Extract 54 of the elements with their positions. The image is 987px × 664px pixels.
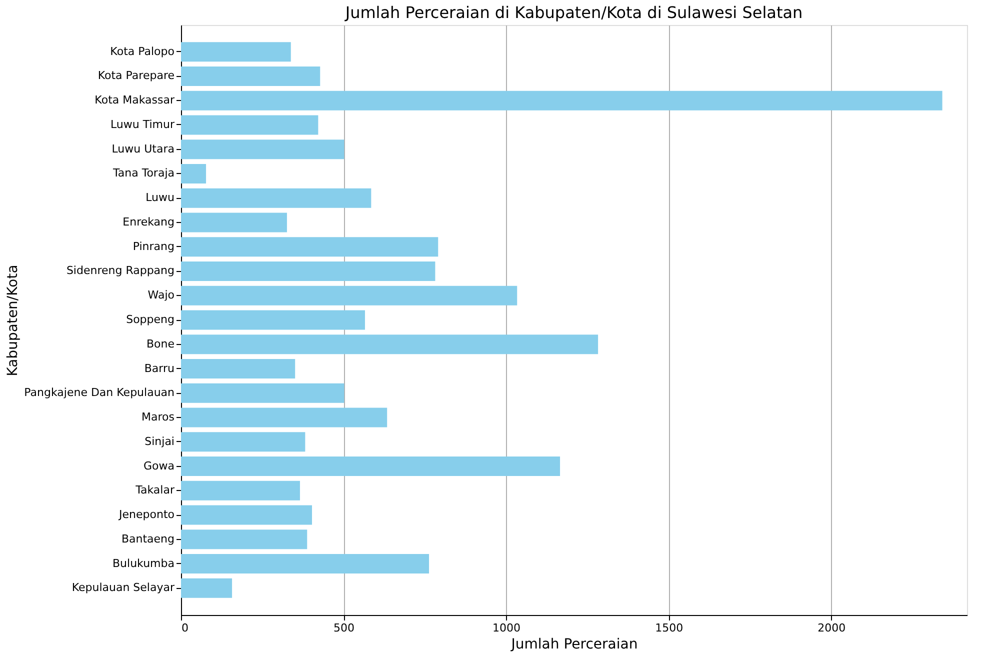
bar xyxy=(181,90,942,110)
x-tick-label: 1500 xyxy=(655,622,684,634)
x-axis-title: Jumlah Perceraian xyxy=(510,636,638,652)
bar xyxy=(181,310,365,330)
bar xyxy=(181,188,372,208)
chart-title: Jumlah Perceraian di Kabupaten/Kota di Sulawesi Selatan xyxy=(344,3,803,22)
y-tick-label: Bone xyxy=(146,337,175,350)
bar xyxy=(181,480,300,500)
bar xyxy=(181,432,306,452)
y-tick-label: Luwu xyxy=(146,191,174,204)
y-tick-label: Pangkajene Dan Kepulauan xyxy=(24,386,175,400)
x-tick-label: 1000 xyxy=(492,622,521,634)
y-tick-label: Maros xyxy=(142,410,175,424)
bar xyxy=(181,334,598,354)
y-tick-label: Luwu Timur xyxy=(110,118,175,131)
x-tick-label: 2000 xyxy=(818,622,846,634)
y-tick-label: Barru xyxy=(144,362,174,375)
bar xyxy=(181,237,438,257)
y-tick-label: Takalar xyxy=(134,484,175,497)
bar xyxy=(181,261,436,281)
bar xyxy=(181,212,287,232)
bar xyxy=(181,115,318,135)
y-tick-label: Kota Parepare xyxy=(98,69,175,82)
y-tick-label: Soppeng xyxy=(126,313,174,326)
y-tick-label: Sidenreng Rappang xyxy=(66,264,174,278)
bar xyxy=(181,66,320,86)
bar xyxy=(181,383,344,403)
bar xyxy=(181,164,206,184)
x-tick-label: 0 xyxy=(182,622,188,634)
y-tick-label: Sinjai xyxy=(144,434,174,448)
y-tick-label: Tana Toraja xyxy=(112,166,174,180)
y-tick-label: Luwu Utara xyxy=(112,142,174,156)
y-tick-label: Kepulauan Selayar xyxy=(72,581,175,594)
y-tick-label: Bantaeng xyxy=(121,532,174,546)
x-tick-label: 500 xyxy=(334,622,355,634)
bar xyxy=(181,286,518,306)
y-tick-label: Wajo xyxy=(148,288,175,302)
bar xyxy=(181,140,344,160)
y-tick-label: Bulukumba xyxy=(112,556,174,570)
y-tick-label: Enrekang xyxy=(122,215,174,228)
bar xyxy=(181,408,388,428)
bar xyxy=(181,530,308,550)
bar xyxy=(181,42,291,62)
y-tick-label: Kota Palopo xyxy=(110,44,175,58)
y-tick-label: Pinrang xyxy=(132,240,174,253)
y-tick-label: Kota Makassar xyxy=(94,94,175,107)
y-tick-label: Gowa xyxy=(144,459,174,472)
bar xyxy=(181,456,560,476)
y-tick-label: Jeneponto xyxy=(118,508,175,522)
bar xyxy=(181,554,430,574)
bar xyxy=(181,505,312,525)
bar xyxy=(181,578,232,598)
y-axis-title: Kabupaten/Kota xyxy=(5,264,22,376)
bar xyxy=(181,359,296,379)
